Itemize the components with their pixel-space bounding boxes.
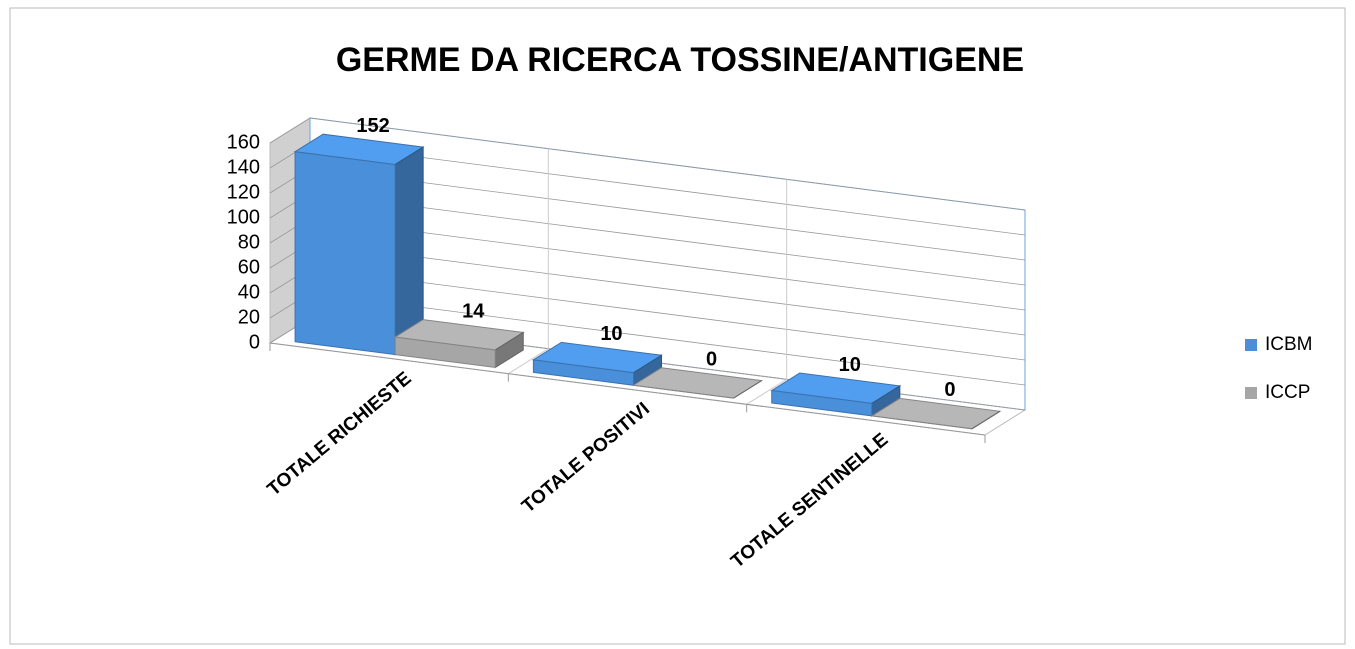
bar-side [733, 380, 762, 399]
value-label: 152 [356, 115, 389, 137]
legend-label: ICCP [1265, 382, 1310, 403]
bar [532, 359, 634, 386]
bar [871, 415, 972, 430]
y-tick-label: 20 [238, 306, 260, 328]
value-label: 14 [462, 300, 485, 322]
legend-label: ICBM [1265, 334, 1313, 355]
value-label: 0 [706, 348, 717, 370]
y-tick-label: 140 [227, 156, 260, 178]
value-label: 10 [600, 323, 622, 345]
grid-line [508, 148, 549, 375]
value-label: 10 [839, 354, 861, 376]
chart-title: GERME DA RICERCA TOSSINE/ANTIGENE [336, 41, 1024, 79]
bar [633, 384, 734, 399]
chart-border [9, 7, 1346, 645]
grid-line [746, 179, 788, 405]
bar-side [971, 410, 1001, 430]
x-axis [269, 342, 986, 436]
bar [294, 151, 396, 356]
bar [771, 389, 873, 417]
y-tick-label: 40 [238, 281, 260, 303]
y-tick-label: 80 [238, 231, 260, 253]
bar [394, 336, 496, 369]
y-tick-label: 100 [227, 206, 260, 228]
y-tick-label: 120 [227, 181, 260, 203]
y-tick-label: 0 [249, 331, 260, 353]
value-label: 0 [944, 379, 955, 401]
y-tick-label: 160 [227, 131, 260, 153]
y-tick-label: 60 [238, 256, 260, 278]
legend-swatch [1245, 387, 1257, 399]
legend-swatch [1245, 339, 1257, 351]
